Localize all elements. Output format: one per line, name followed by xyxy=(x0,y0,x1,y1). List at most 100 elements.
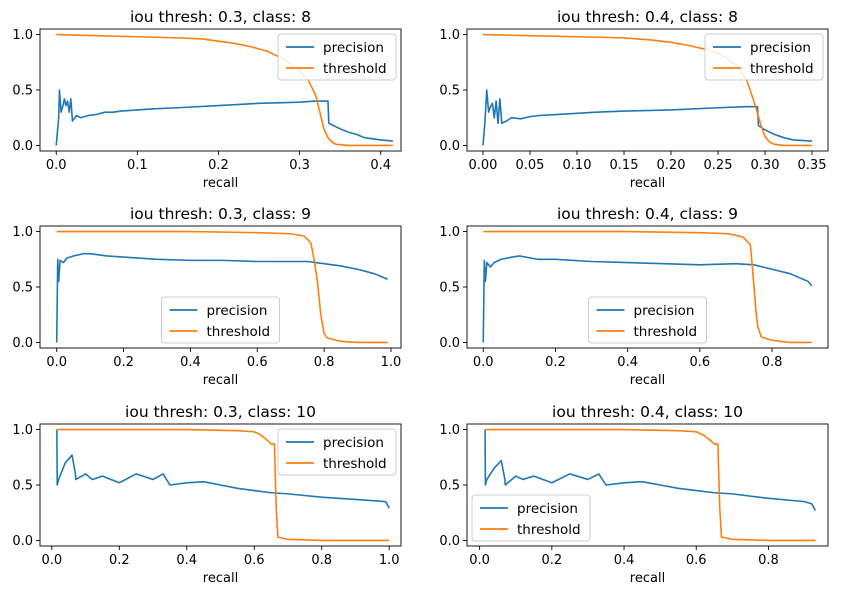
y-tick-label: 0.0 xyxy=(12,139,33,154)
series-line-threshold xyxy=(485,428,816,542)
y-tick-label: 0.0 xyxy=(439,336,460,351)
x-tick-label: 0.6 xyxy=(686,553,707,568)
series-line-precision xyxy=(56,429,390,509)
legend: precision threshold xyxy=(471,494,591,542)
legend-label-precision: precision xyxy=(207,303,268,319)
x-tick-label: 0.6 xyxy=(690,355,711,370)
legend: precision threshold xyxy=(277,428,397,476)
x-tick-label: 0.30 xyxy=(751,158,780,173)
subplot-title: iou thresh: 0.4, class: 9 xyxy=(557,205,738,223)
legend-label-threshold: threshold xyxy=(323,456,387,472)
legend-label-threshold: threshold xyxy=(750,61,814,77)
legend-label-threshold: threshold xyxy=(634,324,698,340)
legend-label-precision: precision xyxy=(634,303,695,319)
series-line-threshold xyxy=(56,230,388,344)
x-tick-label: 0.2 xyxy=(113,355,134,370)
y-tick-label: 1.0 xyxy=(12,28,33,43)
x-tick-label: 0.8 xyxy=(311,553,332,568)
x-tick-label: 1.0 xyxy=(379,553,400,568)
y-tick-label: 0.5 xyxy=(439,479,460,494)
series-line-precision xyxy=(484,429,817,511)
legend-label-threshold: threshold xyxy=(323,61,387,77)
subplot-3: iou thresh: 0.3, class: 9 0.0 0.2 0.4 0.6 0.8… xyxy=(12,205,402,388)
x-tick-label: 0.4 xyxy=(180,355,201,370)
legend: precision threshold xyxy=(588,296,707,344)
x-tick-label: 0.0 xyxy=(46,355,67,370)
legend-label-threshold: threshold xyxy=(207,324,271,340)
y-tick-label: 0.5 xyxy=(12,84,33,99)
legend: precision threshold xyxy=(161,296,280,344)
legend-label-precision: precision xyxy=(323,40,384,56)
series-line-precision xyxy=(55,89,393,146)
x-tick-label: 0.8 xyxy=(314,355,335,370)
x-tick-label: 0.20 xyxy=(657,158,686,173)
subplot-title: iou thresh: 0.3, class: 8 xyxy=(130,8,311,26)
x-tick-label: 0.6 xyxy=(247,355,268,370)
x-axis-label: recall xyxy=(203,373,238,388)
y-tick-label: 0.5 xyxy=(12,479,33,494)
y-tick-label: 1.0 xyxy=(12,423,33,438)
legend-label-precision: precision xyxy=(323,435,384,451)
y-tick-label: 1.0 xyxy=(439,423,460,438)
x-tick-label: 0.25 xyxy=(704,158,733,173)
legend: precision threshold xyxy=(277,33,397,81)
x-tick-label: 0.00 xyxy=(469,158,498,173)
x-tick-label: 0.6 xyxy=(244,553,265,568)
x-axis-label: recall xyxy=(630,176,665,191)
series-line-precision xyxy=(55,252,388,343)
x-axis-label: recall xyxy=(630,373,665,388)
x-axis-label: recall xyxy=(630,571,665,586)
subplot-title: iou thresh: 0.4, class: 10 xyxy=(552,403,743,421)
series-line-threshold xyxy=(56,428,390,542)
y-tick-label: 1.0 xyxy=(439,225,460,240)
y-tick-label: 0.5 xyxy=(12,281,33,296)
x-tick-label: 0.4 xyxy=(614,553,635,568)
x-tick-label: 0.35 xyxy=(798,158,827,173)
y-tick-label: 0.0 xyxy=(439,139,460,154)
x-axis-label: recall xyxy=(203,176,238,191)
x-tick-label: 0.2 xyxy=(208,158,229,173)
x-tick-label: 0.0 xyxy=(473,355,494,370)
x-tick-label: 0.4 xyxy=(617,355,638,370)
x-tick-label: 0.2 xyxy=(109,553,130,568)
legend: precision threshold xyxy=(704,33,824,81)
series-line-precision xyxy=(482,89,813,146)
x-tick-label: 0.1 xyxy=(127,158,148,173)
subplot-1: iou thresh: 0.3, class: 8 0.0 0.1 0.2 0.3 0.4… xyxy=(12,8,402,191)
subplot-2: iou thresh: 0.4, class: 8 0.00 0.05 0.10 0.1… xyxy=(439,8,829,191)
x-tick-label: 0.15 xyxy=(610,158,639,173)
x-tick-label: 0.0 xyxy=(469,553,490,568)
x-tick-label: 0.10 xyxy=(563,158,592,173)
x-tick-label: 0.3 xyxy=(289,158,310,173)
legend-label-threshold: threshold xyxy=(517,522,581,538)
subplot-title: iou thresh: 0.3, class: 10 xyxy=(125,403,316,421)
y-tick-label: 1.0 xyxy=(439,28,460,43)
series-line-threshold xyxy=(483,230,812,344)
x-tick-label: 0.0 xyxy=(46,158,67,173)
subplot-6: iou thresh: 0.4, class: 10 0.0 0.2 0.4 0.6 0.… xyxy=(439,403,829,586)
x-tick-label: 0.8 xyxy=(762,355,783,370)
x-tick-label: 0.2 xyxy=(545,355,566,370)
subplot-5: iou thresh: 0.3, class: 10 0.0 0.2 0.4 0.6 0.… xyxy=(12,403,402,586)
y-tick-label: 1.0 xyxy=(12,225,33,240)
x-tick-label: 0.8 xyxy=(758,553,779,568)
legend-label-precision: precision xyxy=(517,501,578,517)
x-tick-label: 0.2 xyxy=(541,553,562,568)
x-axis-label: recall xyxy=(203,571,238,586)
y-tick-label: 0.5 xyxy=(439,281,460,296)
x-tick-label: 0.0 xyxy=(41,553,62,568)
series-line-precision xyxy=(482,255,813,343)
y-tick-label: 0.0 xyxy=(439,534,460,549)
y-tick-label: 0.0 xyxy=(12,534,33,549)
x-tick-label: 0.4 xyxy=(176,553,197,568)
y-tick-label: 0.0 xyxy=(12,336,33,351)
x-tick-label: 1.0 xyxy=(381,355,402,370)
subplot-title: iou thresh: 0.4, class: 8 xyxy=(557,8,738,26)
x-tick-label: 0.05 xyxy=(516,158,545,173)
x-tick-label: 0.4 xyxy=(370,158,391,173)
legend-label-precision: precision xyxy=(750,40,811,56)
subplot-4: iou thresh: 0.4, class: 9 0.0 0.2 0.4 0.6 0.8… xyxy=(439,205,829,388)
y-tick-label: 0.5 xyxy=(439,84,460,99)
subplot-title: iou thresh: 0.3, class: 9 xyxy=(130,205,311,223)
